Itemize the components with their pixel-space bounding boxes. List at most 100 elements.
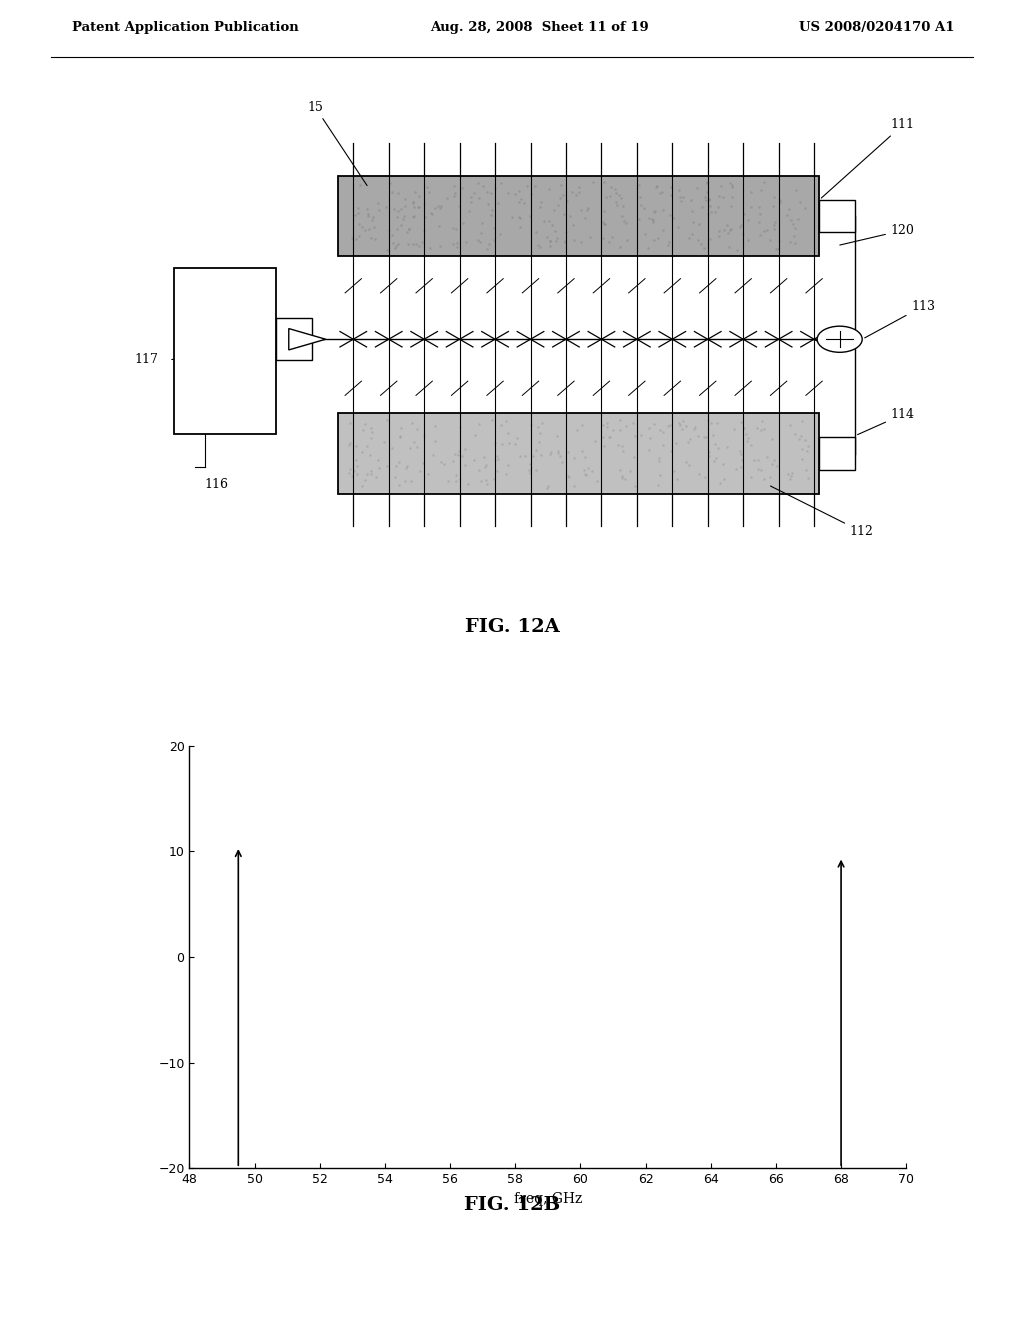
Point	[475, 176, 492, 197]
Text: Patent Application Publication: Patent Application Publication	[72, 21, 298, 34]
Point	[360, 219, 377, 240]
Point	[466, 182, 482, 203]
Point	[721, 219, 737, 240]
Point	[489, 449, 506, 470]
Point	[364, 209, 380, 230]
Point	[612, 187, 629, 209]
Point	[754, 411, 770, 432]
Point	[421, 182, 437, 203]
Point	[752, 224, 768, 246]
Point	[407, 432, 423, 453]
Point	[542, 444, 558, 465]
Point	[367, 228, 383, 249]
Point	[427, 198, 443, 219]
Point	[645, 230, 662, 251]
Point	[362, 227, 379, 248]
Point	[433, 195, 450, 216]
Point	[390, 451, 407, 473]
Point	[416, 194, 432, 215]
Point	[685, 418, 701, 440]
Point	[763, 454, 779, 475]
Point	[486, 177, 503, 198]
Point	[589, 470, 605, 491]
Point	[400, 218, 417, 239]
Point	[675, 186, 691, 207]
Point	[627, 426, 643, 447]
Point	[785, 226, 802, 247]
Point	[799, 441, 815, 462]
Point	[419, 176, 435, 197]
Point	[541, 210, 557, 231]
Point	[662, 205, 678, 226]
Point	[384, 232, 400, 253]
Point	[696, 186, 713, 207]
Point	[550, 194, 566, 215]
Text: 15: 15	[307, 100, 368, 186]
Point	[357, 219, 374, 240]
Point	[397, 470, 414, 491]
Point	[675, 411, 691, 432]
Point	[713, 176, 729, 197]
Point	[632, 187, 648, 209]
Point	[645, 211, 662, 232]
Point	[654, 421, 671, 442]
Point	[723, 218, 739, 239]
Point	[350, 226, 367, 247]
Point	[767, 211, 783, 232]
Point	[388, 206, 404, 227]
Point	[449, 465, 465, 486]
Point	[399, 234, 416, 255]
Point	[732, 216, 749, 238]
Point	[537, 210, 553, 231]
Point	[353, 441, 370, 462]
Point	[722, 195, 738, 216]
Text: Aug. 28, 2008  Sheet 11 of 19: Aug. 28, 2008 Sheet 11 of 19	[430, 21, 649, 34]
Point	[651, 450, 668, 471]
Point	[346, 205, 362, 226]
Point	[387, 455, 403, 477]
Point	[379, 455, 395, 477]
Point	[766, 187, 782, 209]
Point	[654, 220, 671, 242]
Point	[371, 199, 387, 220]
Point	[641, 440, 657, 461]
Point	[358, 463, 375, 484]
Point	[470, 230, 486, 251]
Point	[383, 437, 399, 458]
Point	[449, 236, 465, 257]
Point	[452, 469, 468, 490]
Point	[378, 197, 394, 218]
Point	[560, 465, 577, 486]
Point	[566, 228, 583, 249]
Point	[490, 193, 507, 214]
Point	[617, 213, 634, 234]
Point	[531, 236, 548, 257]
Point	[783, 463, 800, 484]
Point	[733, 412, 750, 433]
Point	[348, 228, 365, 249]
Point	[401, 437, 418, 458]
Point	[724, 174, 740, 195]
Point	[646, 202, 663, 223]
Point	[686, 416, 702, 437]
Point	[473, 470, 489, 491]
Point	[742, 466, 759, 487]
Point	[578, 207, 594, 228]
Point	[578, 446, 594, 467]
Point	[543, 442, 559, 463]
Point	[463, 186, 479, 207]
Point	[756, 172, 772, 193]
Point	[751, 197, 767, 218]
Point	[350, 214, 367, 235]
Point	[787, 180, 804, 201]
Point	[512, 207, 528, 228]
Bar	[338, 413, 819, 494]
Point	[486, 433, 503, 454]
Point	[678, 416, 694, 437]
Point	[360, 206, 377, 227]
Text: FIG. 12A: FIG. 12A	[465, 618, 559, 636]
Point	[407, 182, 423, 203]
Point	[663, 177, 679, 198]
Point	[449, 470, 465, 491]
Point	[350, 198, 367, 219]
